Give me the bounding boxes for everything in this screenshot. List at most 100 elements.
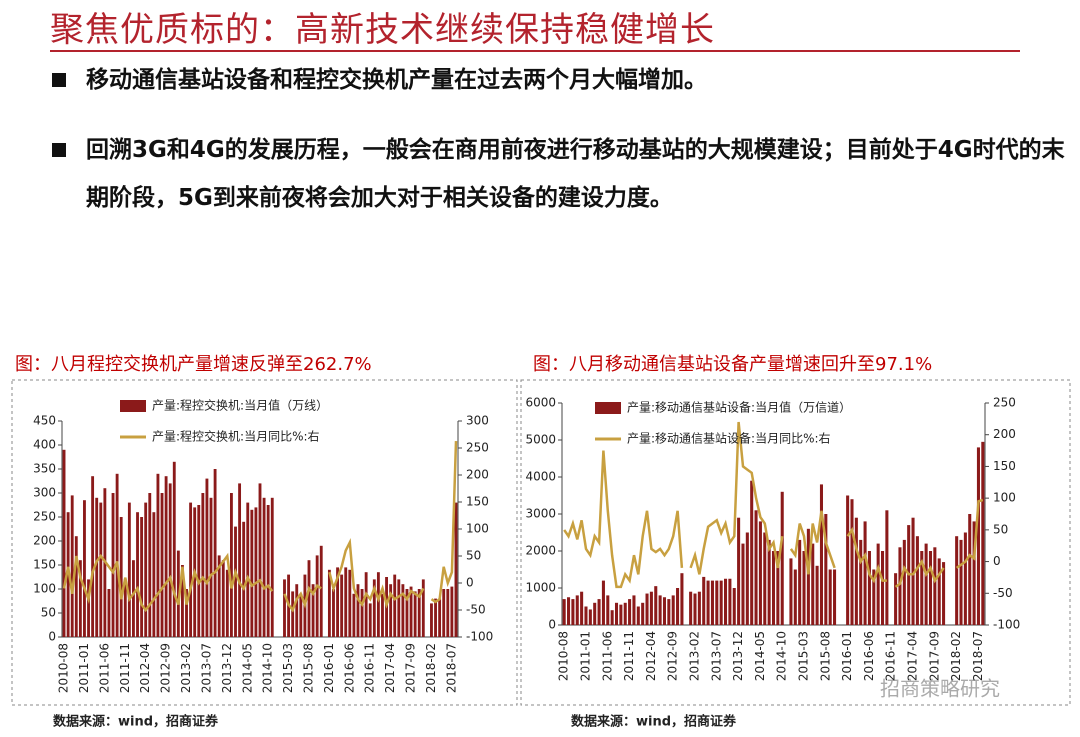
bar <box>580 591 584 625</box>
bar <box>745 532 749 625</box>
bar <box>567 597 571 625</box>
bar <box>389 584 393 637</box>
y-tick-label: 6000 <box>525 396 556 410</box>
bar <box>811 543 815 625</box>
bar <box>164 476 168 637</box>
y2-tick-label: 150 <box>993 459 1016 473</box>
bar <box>824 514 828 625</box>
bar <box>859 539 863 625</box>
legend-swatch <box>120 400 146 412</box>
bar <box>225 569 229 637</box>
bar <box>689 591 693 625</box>
bar <box>601 580 605 625</box>
y2-tick-label: 250 <box>993 396 1016 410</box>
y2-tick-label: -50 <box>466 603 486 617</box>
x-tick-label: 2018-02 <box>949 631 963 681</box>
bar <box>641 602 645 625</box>
bar <box>776 551 780 625</box>
bar <box>70 495 74 637</box>
y-tick-label: 350 <box>33 462 56 476</box>
bar <box>438 598 442 637</box>
x-tick-label: 2017-09 <box>404 643 418 693</box>
bar <box>706 580 710 625</box>
bar <box>959 539 963 625</box>
bar <box>372 579 376 637</box>
bar <box>156 473 160 637</box>
bar <box>619 604 623 625</box>
bar <box>234 526 237 637</box>
y-tick-label: 450 <box>33 414 56 428</box>
x-tick-label: 2016-11 <box>363 643 377 693</box>
x-tick-label: 2011-01 <box>77 643 91 693</box>
bar <box>430 603 433 637</box>
bar <box>340 574 344 637</box>
x-tick-label: 2013-02 <box>688 631 702 681</box>
bar <box>148 493 152 637</box>
bar <box>99 502 103 637</box>
source: 数据来源：wind，招商证券 <box>571 714 737 730</box>
watermark: 招商策略研究 <box>880 677 1000 701</box>
bar <box>381 593 384 637</box>
y2-tick-label: 0 <box>466 576 474 590</box>
x-tick-label: 2015-08 <box>301 643 315 693</box>
bar <box>593 602 597 625</box>
line <box>955 498 984 569</box>
bar <box>250 509 254 637</box>
bar <box>299 593 303 637</box>
bar <box>197 505 201 637</box>
y-tick-label: 0 <box>48 630 56 644</box>
bar <box>815 565 819 625</box>
y2-tick-label: -100 <box>466 630 493 644</box>
bar <box>584 606 588 625</box>
bar <box>632 595 636 625</box>
bar <box>911 517 915 625</box>
bar <box>442 589 446 637</box>
x-tick-label: 2018-02 <box>424 643 438 693</box>
bar <box>833 569 837 625</box>
bar <box>446 589 450 637</box>
bar <box>933 547 937 625</box>
x-tick-label: 2013-12 <box>220 643 234 693</box>
y-tick-label: 150 <box>33 558 56 572</box>
bar <box>606 595 610 625</box>
bar <box>242 521 246 637</box>
bar <box>352 593 356 637</box>
line <box>789 510 836 575</box>
x-tick-label: 2012-09 <box>159 643 173 693</box>
bar <box>229 493 233 637</box>
bar <box>715 580 719 625</box>
y-tick-label: 5000 <box>525 433 556 447</box>
bar <box>368 603 372 637</box>
bar <box>728 578 732 625</box>
bar <box>562 599 566 625</box>
bar <box>78 560 82 637</box>
title-rule <box>50 50 1020 52</box>
x-tick-label: 2011-06 <box>600 631 614 681</box>
bar <box>393 574 397 637</box>
bar <box>571 599 575 625</box>
bar <box>168 483 172 637</box>
bar <box>213 469 217 637</box>
bar <box>136 512 139 637</box>
bar <box>662 597 667 625</box>
x-tick-label: 2014-05 <box>240 643 254 693</box>
bar <box>876 543 880 625</box>
bar <box>258 483 262 637</box>
y-tick-label: 0 <box>548 618 556 632</box>
line <box>430 441 458 604</box>
bar <box>189 502 193 637</box>
legend-label: 产量:移动通信基站设备:当月同比%:右 <box>627 431 831 446</box>
bar <box>123 579 127 637</box>
line <box>689 421 784 575</box>
bar <box>702 576 706 625</box>
bar <box>942 562 946 625</box>
bar <box>937 558 941 625</box>
y2-tick-label: -100 <box>993 618 1020 632</box>
bar <box>454 502 458 637</box>
legend-swatch <box>595 402 621 414</box>
bar <box>409 586 413 637</box>
bar <box>597 599 601 625</box>
x-tick-label: 2012-04 <box>644 631 658 681</box>
bar <box>254 507 258 637</box>
bar <box>291 591 295 637</box>
